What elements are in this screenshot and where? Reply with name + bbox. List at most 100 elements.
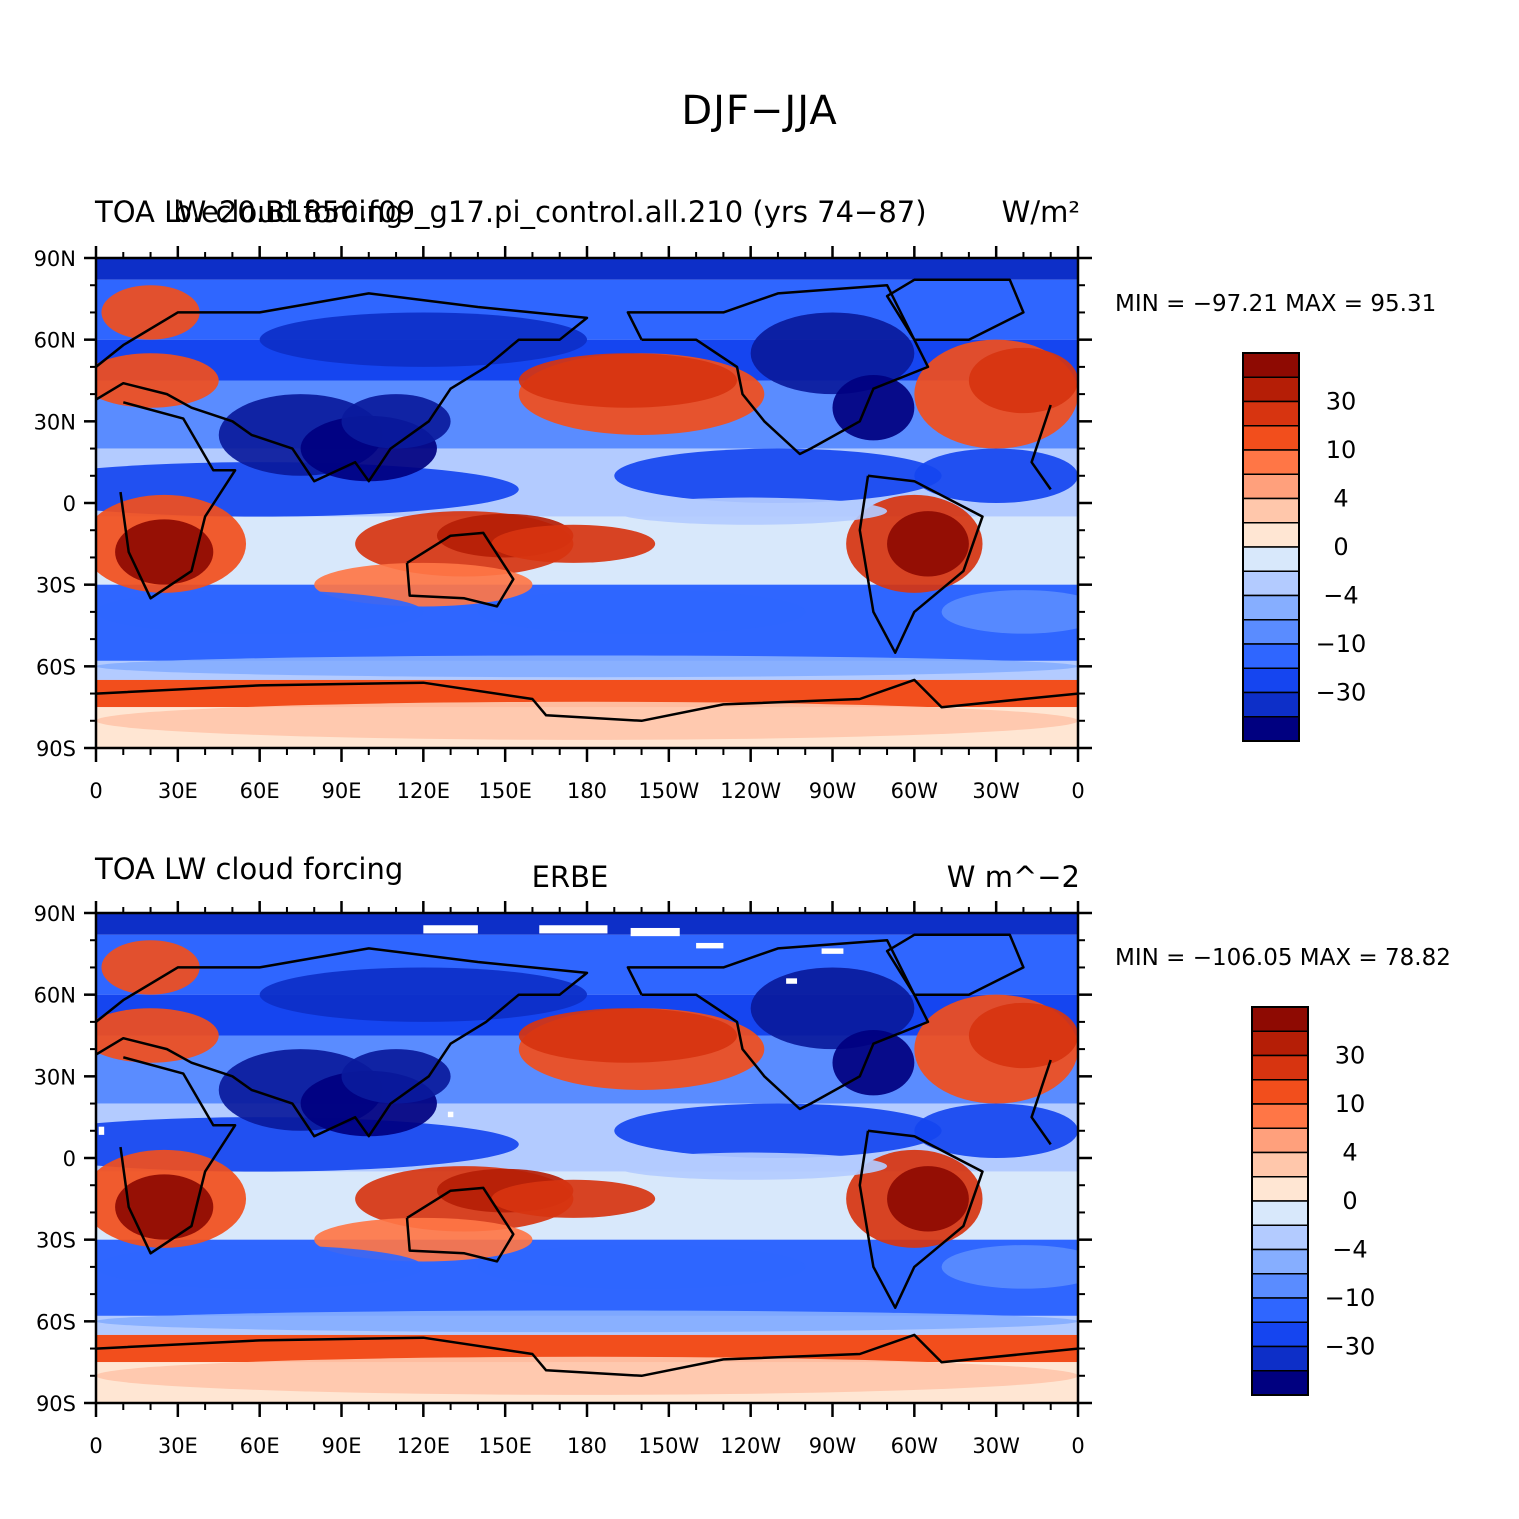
field-blob bbox=[968, 1002, 1078, 1069]
colorbar-box bbox=[1251, 1176, 1309, 1202]
colorbar-label: 4 bbox=[1333, 485, 1348, 513]
missing-data-patch bbox=[821, 948, 844, 954]
field-blob bbox=[968, 347, 1078, 414]
coastline bbox=[858, 1129, 984, 1309]
field-blob bbox=[491, 524, 656, 563]
lon-tick-label: 30E bbox=[158, 779, 198, 803]
lon-tick-label: 150E bbox=[478, 779, 531, 803]
lat-tick-label: 90S bbox=[36, 737, 76, 761]
field-blob bbox=[96, 1334, 1078, 1352]
lat-tick-label: 60S bbox=[36, 655, 76, 679]
lat-tick-label: 0 bbox=[63, 492, 76, 516]
field-blob bbox=[96, 655, 1078, 678]
coastline bbox=[119, 401, 237, 600]
coastline bbox=[96, 1333, 1078, 1378]
colorbar-box bbox=[1251, 1079, 1309, 1105]
colorbar-label: −4 bbox=[1323, 582, 1358, 610]
lon-tick-label: 90E bbox=[322, 1434, 362, 1458]
field-blob bbox=[96, 590, 424, 634]
field-blob bbox=[96, 1356, 1078, 1395]
colorbar-frame bbox=[1242, 352, 1300, 742]
coastline bbox=[1030, 1059, 1052, 1146]
map-field bbox=[96, 258, 1078, 748]
panel2-units: W m^−2 bbox=[946, 860, 1080, 894]
coastline bbox=[626, 283, 930, 456]
colorbar-box bbox=[1251, 1297, 1309, 1323]
lat-tick-label: 90N bbox=[34, 247, 76, 271]
field-blob bbox=[96, 353, 219, 408]
field-blob bbox=[750, 312, 915, 395]
field-blob bbox=[941, 1245, 1078, 1289]
lat-tick-label: 60S bbox=[36, 1310, 76, 1334]
field-blob bbox=[614, 497, 888, 525]
lon-tick-label: 60E bbox=[240, 779, 280, 803]
field-band bbox=[96, 279, 1078, 340]
lat-tick-label: 30N bbox=[34, 410, 76, 434]
field-blob bbox=[341, 394, 451, 449]
lon-tick-label: 120W bbox=[720, 1434, 781, 1458]
lon-tick-label: 0 bbox=[1071, 1434, 1084, 1458]
field-blob bbox=[96, 1117, 519, 1172]
lon-tick-label: 60E bbox=[240, 1434, 280, 1458]
coastline bbox=[885, 933, 1025, 996]
colorbar-box bbox=[1251, 1103, 1309, 1129]
colorbar-label: 0 bbox=[1333, 533, 1348, 561]
colorbar-box bbox=[1251, 1370, 1309, 1396]
field-blob bbox=[750, 967, 915, 1050]
colorbar-label: 30 bbox=[1326, 388, 1357, 416]
field-blob bbox=[887, 1166, 969, 1232]
coastline bbox=[626, 938, 930, 1111]
field-blob bbox=[96, 1245, 424, 1289]
field-blob bbox=[115, 1174, 214, 1240]
lat-tick-label: 30S bbox=[36, 1229, 76, 1253]
field-blob bbox=[491, 1179, 656, 1218]
colorbar-box bbox=[1242, 497, 1300, 524]
lat-tick-label: 60N bbox=[34, 984, 76, 1008]
coastline bbox=[405, 531, 515, 608]
lon-tick-label: 150W bbox=[638, 1434, 699, 1458]
field-blob bbox=[115, 519, 214, 585]
colorbar-box bbox=[1251, 1248, 1309, 1275]
missing-data-patch bbox=[630, 927, 680, 937]
lon-tick-label: 0 bbox=[89, 1434, 102, 1458]
field-blob bbox=[477, 1245, 806, 1289]
colorbar-box bbox=[1251, 1151, 1309, 1178]
lon-tick-label: 180 bbox=[567, 1434, 607, 1458]
field-blob bbox=[341, 1049, 451, 1104]
lon-tick-label: 30E bbox=[158, 1434, 198, 1458]
lat-tick-label: 60N bbox=[34, 329, 76, 353]
panel1-units: W/m² bbox=[1001, 195, 1080, 229]
coastline bbox=[96, 678, 1078, 723]
field-band bbox=[96, 258, 1078, 280]
lon-tick-label: 150E bbox=[478, 1434, 531, 1458]
colorbar-box bbox=[1251, 1321, 1309, 1348]
lon-tick-label: 0 bbox=[1071, 779, 1084, 803]
lon-tick-label: 180 bbox=[567, 779, 607, 803]
missing-data-patch bbox=[539, 925, 608, 934]
field-blob bbox=[614, 1103, 942, 1159]
colorbar-label: 10 bbox=[1326, 436, 1357, 464]
field-band bbox=[96, 934, 1078, 995]
missing-data-patch bbox=[98, 1126, 105, 1135]
lat-tick-label: 30N bbox=[34, 1065, 76, 1089]
panel1-minmax: MIN = −97.21 MAX = 95.31 bbox=[1115, 291, 1437, 317]
missing-data-patch bbox=[786, 978, 798, 984]
field-blob bbox=[96, 1008, 219, 1063]
coastline bbox=[405, 1186, 515, 1263]
colorbar-box bbox=[1251, 1273, 1309, 1299]
lat-tick-label: 30S bbox=[36, 574, 76, 598]
colorbar-label: −10 bbox=[1316, 630, 1367, 658]
field-blob bbox=[914, 1103, 1078, 1159]
colorbar-box bbox=[1251, 1127, 1309, 1154]
field-blob bbox=[96, 1310, 1078, 1333]
lon-tick-label: 90W bbox=[809, 779, 857, 803]
lon-tick-label: 120E bbox=[397, 1434, 450, 1458]
lon-tick-label: 150W bbox=[638, 779, 699, 803]
panel2-left-title: TOA LW cloud forcing bbox=[95, 852, 404, 886]
colorbar-label: −30 bbox=[1325, 1333, 1376, 1361]
field-blob bbox=[614, 448, 942, 503]
coastline bbox=[885, 278, 1025, 341]
field-blob bbox=[518, 353, 738, 408]
coastline bbox=[96, 292, 589, 483]
